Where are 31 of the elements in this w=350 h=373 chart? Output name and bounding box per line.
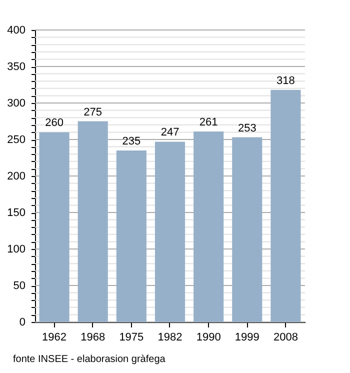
data-label: 318 — [276, 74, 295, 87]
x-tick-label: 1975 — [119, 332, 144, 344]
y-tick-label: 350 — [7, 61, 26, 73]
y-tick-label: 150 — [7, 207, 26, 219]
data-label: 275 — [84, 106, 102, 118]
y-tick-label: 250 — [7, 134, 26, 146]
data-label: 260 — [45, 117, 64, 130]
x-tick-label: 1962 — [42, 332, 67, 344]
y-tick-label: 50 — [13, 280, 26, 292]
x-tick-label: 2008 — [273, 332, 298, 344]
bar — [194, 131, 224, 322]
bar — [78, 121, 108, 322]
bar — [232, 137, 262, 322]
x-tick-label: 1968 — [80, 332, 106, 344]
bar — [116, 150, 146, 322]
bar — [154, 142, 186, 322]
data-label: 253 — [238, 122, 256, 134]
data-label: 261 — [199, 116, 218, 128]
y-tick-label: 400 — [7, 24, 26, 36]
data-label: 247 — [160, 126, 180, 139]
y-tick-label: 0 — [19, 316, 26, 328]
y-tick-label: 200 — [7, 170, 26, 182]
x-tick-label: 1999 — [234, 332, 260, 344]
x-tick-label: 1982 — [158, 332, 182, 344]
x-tick-label: 1990 — [196, 332, 221, 344]
source-note: fonte INSEE - elaborasion gràfega — [13, 354, 166, 365]
bar — [39, 132, 70, 322]
y-tick-label: 300 — [7, 98, 26, 110]
y-tick-label: 100 — [7, 244, 26, 256]
data-label: 235 — [122, 135, 141, 148]
bar — [270, 90, 301, 322]
